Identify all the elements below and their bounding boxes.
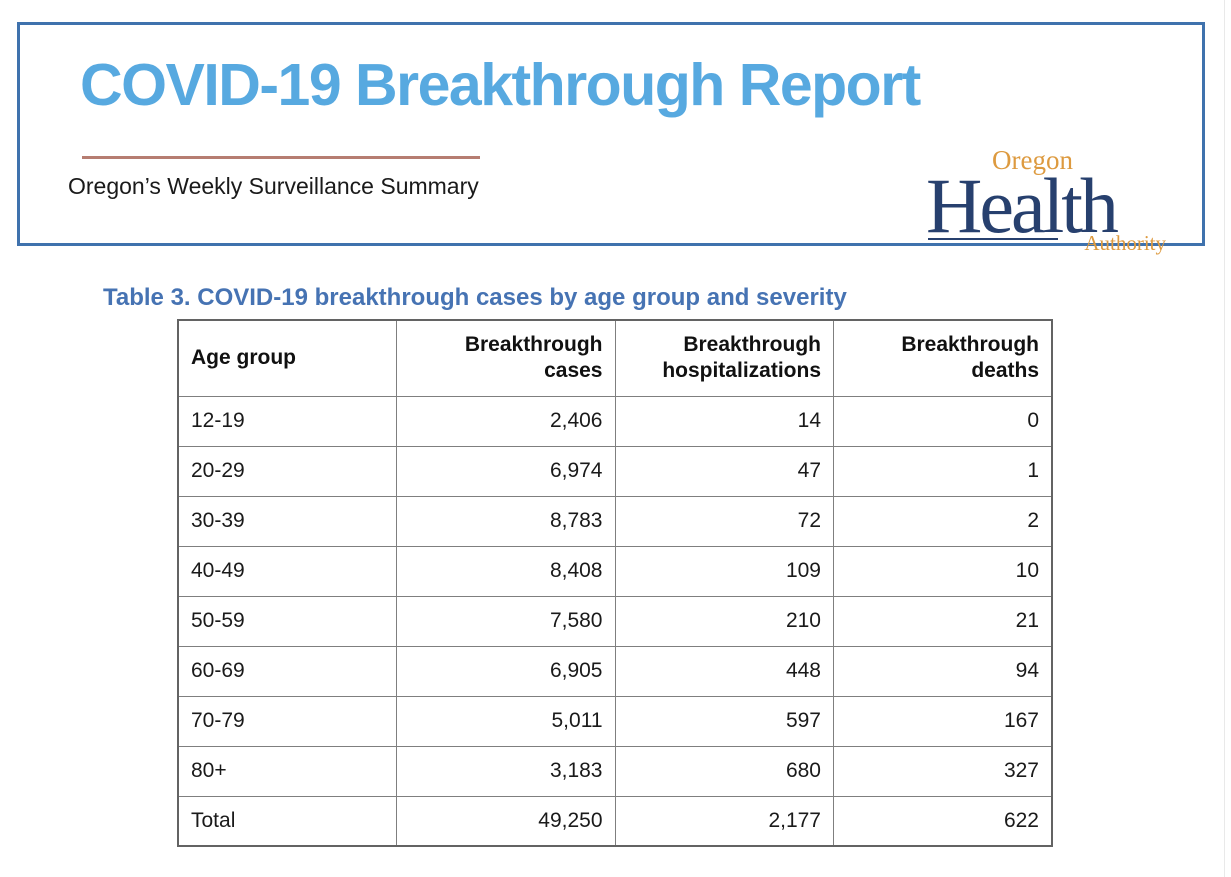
oregon-health-authority-logo: Health Oregon Authority	[926, 145, 1168, 255]
value-cell: 6,974	[396, 445, 616, 497]
value-cell: 72	[614, 495, 834, 547]
age-group-cell: 30-39	[177, 495, 397, 547]
value-cell: 210	[614, 595, 834, 647]
value-cell: 109	[614, 545, 834, 597]
age-group-cell: 20-29	[177, 445, 397, 497]
value-cell: 14	[614, 395, 834, 447]
value-cell: 10	[833, 545, 1053, 597]
age-group-cell: 40-49	[177, 545, 397, 597]
table-row-total: Total 49,250 2,177 622	[177, 795, 1053, 847]
column-header: Breakthrough cases	[396, 319, 616, 397]
value-cell: 5,011	[396, 695, 616, 747]
table-row: 20-29 6,974 47 1	[177, 445, 1053, 497]
value-cell: 6,905	[396, 645, 616, 697]
column-header: Breakthrough deaths	[833, 319, 1053, 397]
logo-health-text: Health	[926, 162, 1119, 249]
report-subtitle: Oregon’s Weekly Surveillance Summary	[68, 173, 479, 199]
value-cell: 0	[833, 395, 1053, 447]
report-header-banner: COVID-19 Breakthrough Report Oregon’s We…	[17, 22, 1205, 255]
value-cell: 680	[614, 745, 834, 797]
title-divider-line	[82, 156, 480, 159]
table-row: 60-69 6,905 448 94	[177, 645, 1053, 697]
value-cell: 49,250	[396, 795, 616, 847]
value-cell: 2,177	[614, 795, 834, 847]
age-group-cell: 80+	[177, 745, 397, 797]
value-cell: 597	[614, 695, 834, 747]
value-cell: 8,408	[396, 545, 616, 597]
screenshot-edge-line	[1224, 0, 1225, 877]
value-cell: 8,783	[396, 495, 616, 547]
table-row: 30-39 8,783 72 2	[177, 495, 1053, 547]
table-row: 80+ 3,183 680 327	[177, 745, 1053, 797]
value-cell: 7,580	[396, 595, 616, 647]
value-cell: 448	[614, 645, 834, 697]
value-cell: 622	[833, 795, 1053, 847]
table-header-row: Age group Breakthrough cases Breakthrough …	[177, 319, 1053, 397]
age-group-cell: 70-79	[177, 695, 397, 747]
age-group-cell: 60-69	[177, 645, 397, 697]
breakthrough-cases-table: Age group Breakthrough cases Breakthrough …	[177, 319, 1053, 847]
age-group-cell: 50-59	[177, 595, 397, 647]
table-row: 12-19 2,406 14 0	[177, 395, 1053, 447]
table-row: 40-49 8,408 109 10	[177, 545, 1053, 597]
value-cell: 327	[833, 745, 1053, 797]
value-cell: 167	[833, 695, 1053, 747]
value-cell: 94	[833, 645, 1053, 697]
logo-authority-text: Authority	[1084, 231, 1166, 255]
value-cell: 3,183	[396, 745, 616, 797]
value-cell: 1	[833, 445, 1053, 497]
age-group-cell: 12-19	[177, 395, 397, 447]
table-row: 50-59 7,580 210 21	[177, 595, 1053, 647]
report-title: COVID-19 Breakthrough Report	[80, 52, 921, 118]
logo-oregon-text: Oregon	[992, 145, 1073, 175]
table-row: 70-79 5,011 597 167	[177, 695, 1053, 747]
value-cell: 2,406	[396, 395, 616, 447]
value-cell: 21	[833, 595, 1053, 647]
column-header: Breakthrough hospitalizations	[614, 319, 834, 397]
column-header: Age group	[177, 319, 397, 397]
table-title: Table 3. COVID-19 breakthrough cases by …	[103, 284, 847, 311]
logo-underline	[928, 238, 1058, 240]
value-cell: 47	[614, 445, 834, 497]
age-group-cell: Total	[177, 795, 397, 847]
value-cell: 2	[833, 495, 1053, 547]
